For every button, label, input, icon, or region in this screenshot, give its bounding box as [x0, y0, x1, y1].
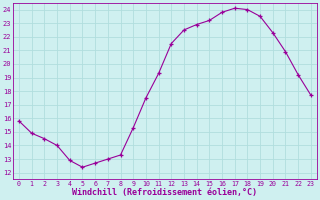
- X-axis label: Windchill (Refroidissement éolien,°C): Windchill (Refroidissement éolien,°C): [72, 188, 258, 197]
